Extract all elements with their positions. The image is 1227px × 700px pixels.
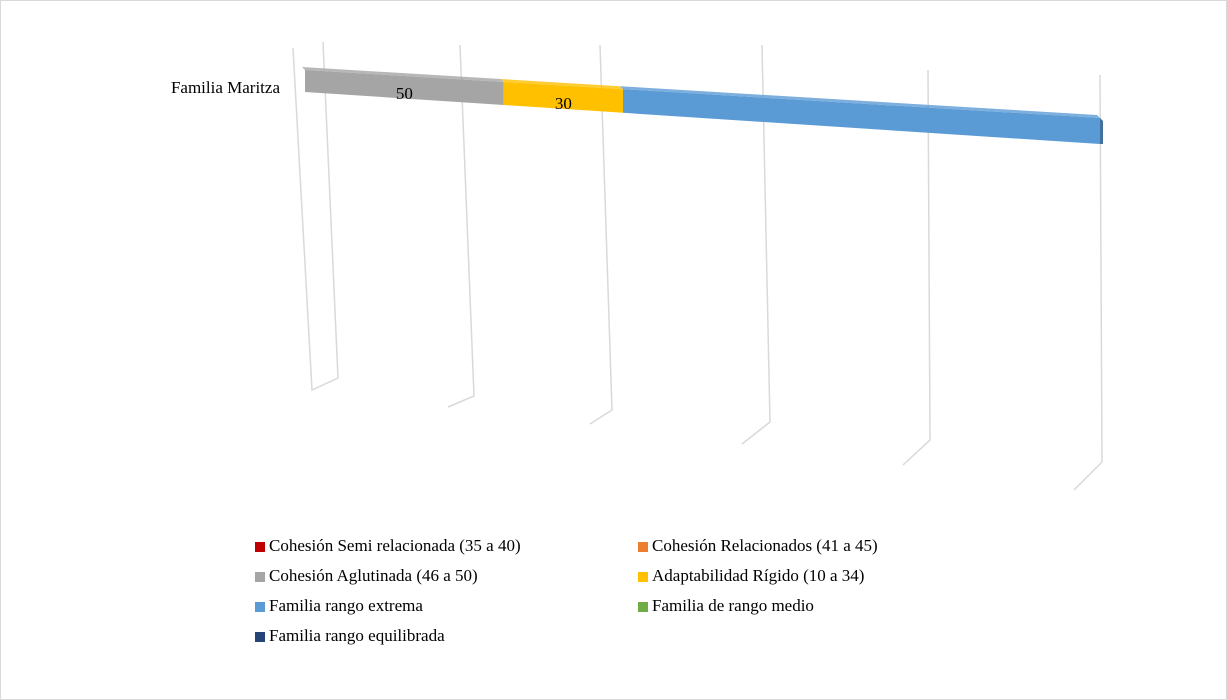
bar-segment [623,89,1100,144]
bar-top [302,67,504,82]
legend-label: Cohesión Semi relacionada (35 a 40) [269,536,521,555]
data-label: 50 [396,84,413,103]
data-label: 30 [555,94,572,113]
bar-end [1100,118,1103,144]
legend-label: Familia de rango medio [652,596,814,615]
legend-swatch [255,632,265,642]
bar-top [620,86,1100,118]
legend-label: Cohesión Relacionados (41 a 45) [652,536,878,555]
legend-swatch [638,542,648,552]
legend-label: Familia rango extrema [269,596,423,615]
legend-swatch [638,572,648,582]
legend-swatch [638,602,648,612]
category-label: Familia Maritza [171,78,281,97]
legend-swatch [255,602,265,612]
bar-segment [305,70,504,105]
legend-swatch [255,572,265,582]
legend-swatch [255,542,265,552]
bar-segment [503,82,623,113]
legend-label: Cohesión Aglutinada (46 a 50) [269,566,478,585]
legend-label: Familia rango equilibrada [269,626,445,645]
bar-top [500,79,623,90]
legend-label: Adaptabilidad Rígido (10 a 34) [652,566,864,585]
gridlines [292,41,1103,491]
